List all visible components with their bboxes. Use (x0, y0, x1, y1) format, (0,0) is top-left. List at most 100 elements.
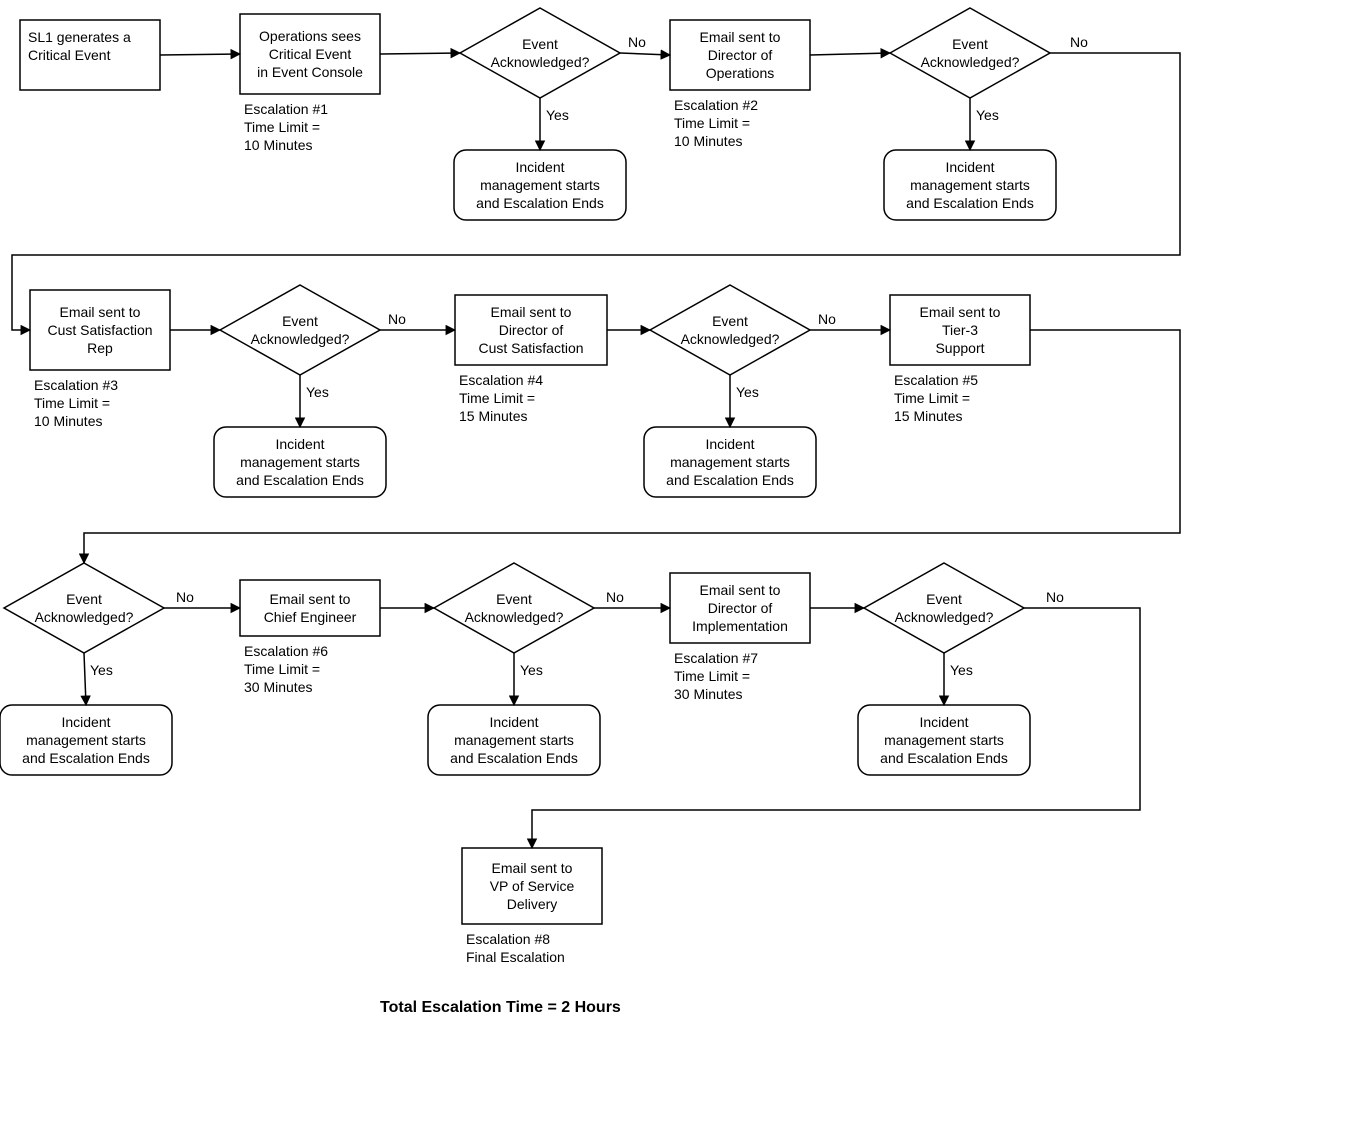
svg-text:Acknowledged?: Acknowledged? (465, 609, 564, 625)
decision-d7 (864, 563, 1024, 653)
svg-text:Incident: Incident (515, 159, 564, 175)
svg-text:Event: Event (66, 591, 102, 607)
svg-text:Acknowledged?: Acknowledged? (681, 331, 780, 347)
node-subtext: 10 Minutes (244, 137, 312, 153)
edge-label: No (818, 311, 836, 327)
node-subtext: Time Limit = (244, 661, 320, 677)
svg-text:Event: Event (496, 591, 532, 607)
node-subtext: Escalation #1 (244, 101, 328, 117)
svg-text:Event: Event (522, 36, 558, 52)
svg-text:management starts: management starts (884, 732, 1004, 748)
svg-text:Email sent to: Email sent to (492, 860, 573, 876)
edge-d1-no (620, 53, 670, 55)
svg-text:Tier-3: Tier-3 (942, 322, 978, 338)
edge-label: Yes (546, 107, 569, 123)
svg-text:management starts: management starts (910, 177, 1030, 193)
node-subtext: 15 Minutes (894, 408, 962, 424)
svg-text:and Escalation Ends: and Escalation Ends (880, 750, 1008, 766)
svg-text:management starts: management starts (454, 732, 574, 748)
svg-text:Incident: Incident (919, 714, 968, 730)
node-subtext: Time Limit = (459, 390, 535, 406)
total-escalation-label: Total Escalation Time = 2 Hours (380, 999, 621, 1016)
svg-text:Email sent to: Email sent to (60, 304, 141, 320)
svg-text:Operations: Operations (706, 65, 774, 81)
decision-d5 (4, 563, 164, 653)
svg-text:Implementation: Implementation (692, 618, 788, 634)
node-subtext: Time Limit = (674, 115, 750, 131)
svg-text:Director of: Director of (708, 47, 773, 63)
svg-text:management starts: management starts (480, 177, 600, 193)
svg-text:and Escalation Ends: and Escalation Ends (22, 750, 150, 766)
node-text: Critical Event (28, 47, 111, 63)
edge-label: No (1046, 589, 1064, 605)
svg-text:Email sent to: Email sent to (700, 582, 781, 598)
svg-text:Email sent to: Email sent to (920, 304, 1001, 320)
edge-label: Yes (976, 107, 999, 123)
decision-d2 (890, 8, 1050, 98)
svg-text:Support: Support (935, 340, 984, 356)
decision-d6 (434, 563, 594, 653)
svg-text:Acknowledged?: Acknowledged? (251, 331, 350, 347)
svg-text:management starts: management starts (26, 732, 146, 748)
svg-text:Acknowledged?: Acknowledged? (895, 609, 994, 625)
edge-label: No (1070, 34, 1088, 50)
edge-label: No (388, 311, 406, 327)
svg-text:management starts: management starts (240, 454, 360, 470)
edge-dops-d2 (810, 53, 890, 55)
edge-label: Yes (736, 384, 759, 400)
edge-label: Yes (306, 384, 329, 400)
node-subtext: Final Escalation (466, 949, 565, 965)
svg-text:Event: Event (282, 313, 318, 329)
svg-text:Email sent to: Email sent to (491, 304, 572, 320)
svg-text:Event: Event (712, 313, 748, 329)
node-subtext: Escalation #2 (674, 97, 758, 113)
svg-text:Incident: Incident (61, 714, 110, 730)
svg-text:VP of Service: VP of Service (490, 878, 575, 894)
svg-text:Event: Event (926, 591, 962, 607)
svg-text:Chief Engineer: Chief Engineer (264, 609, 357, 625)
node-subtext: Escalation #5 (894, 372, 978, 388)
svg-text:Cust Satisfaction: Cust Satisfaction (47, 322, 152, 338)
edge-d5-yes (84, 653, 86, 705)
svg-text:Event: Event (952, 36, 988, 52)
node-subtext: Time Limit = (674, 668, 750, 684)
decision-d1 (460, 8, 620, 98)
svg-text:and Escalation Ends: and Escalation Ends (906, 195, 1034, 211)
node-text: SL1 generates a (28, 29, 131, 45)
node-subtext: Time Limit = (34, 395, 110, 411)
svg-text:Director of: Director of (499, 322, 564, 338)
svg-text:Delivery: Delivery (507, 896, 558, 912)
svg-text:in Event Console: in Event Console (257, 64, 363, 80)
edge-label: Yes (90, 662, 113, 678)
edge-label: No (628, 34, 646, 50)
svg-text:Director of: Director of (708, 600, 773, 616)
svg-text:Incident: Incident (945, 159, 994, 175)
edge-ops-d1 (380, 53, 460, 54)
svg-text:Incident: Incident (489, 714, 538, 730)
svg-text:Email sent to: Email sent to (700, 29, 781, 45)
edge-d7-no-wrap (532, 608, 1140, 848)
svg-text:and Escalation Ends: and Escalation Ends (476, 195, 604, 211)
node-subtext: Escalation #4 (459, 372, 543, 388)
svg-text:Acknowledged?: Acknowledged? (491, 54, 590, 70)
process-box-email_ce (240, 580, 380, 636)
svg-text:Cust Satisfaction: Cust Satisfaction (478, 340, 583, 356)
edge-label: Yes (520, 662, 543, 678)
node-subtext: 10 Minutes (674, 133, 742, 149)
node-subtext: Escalation #6 (244, 643, 328, 659)
decision-d3 (220, 285, 380, 375)
svg-text:and Escalation Ends: and Escalation Ends (236, 472, 364, 488)
edge-start-ops (160, 54, 240, 55)
svg-text:Incident: Incident (275, 436, 324, 452)
svg-text:Operations sees: Operations sees (259, 28, 361, 44)
decision-d4 (650, 285, 810, 375)
svg-text:Critical Event: Critical Event (269, 46, 352, 62)
edge-label: Yes (950, 662, 973, 678)
node-subtext: 15 Minutes (459, 408, 527, 424)
svg-text:Email sent to: Email sent to (270, 591, 351, 607)
svg-text:management starts: management starts (670, 454, 790, 470)
node-subtext: Time Limit = (244, 119, 320, 135)
node-subtext: Escalation #8 (466, 931, 550, 947)
svg-text:Rep: Rep (87, 340, 113, 356)
node-subtext: Time Limit = (894, 390, 970, 406)
